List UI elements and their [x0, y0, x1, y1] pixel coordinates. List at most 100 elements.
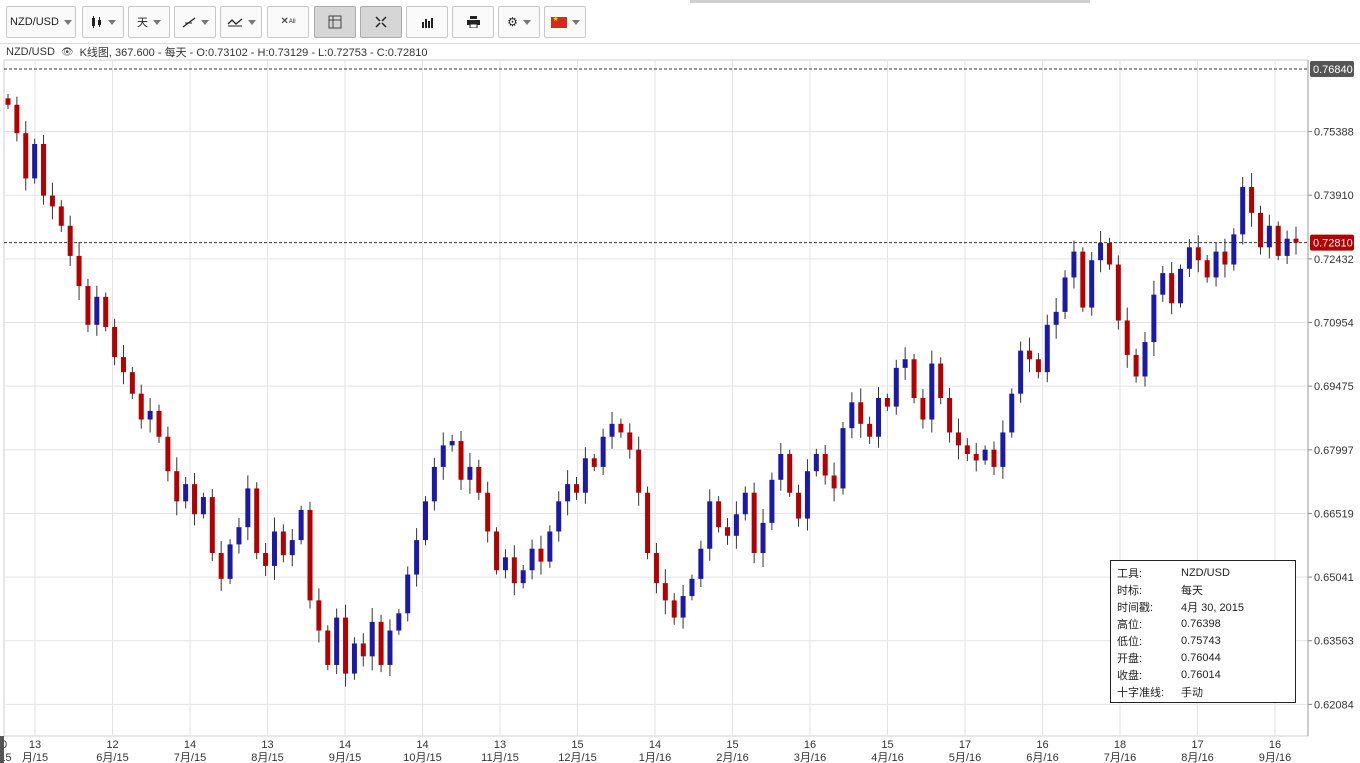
- draw-tool-button[interactable]: [174, 6, 216, 38]
- x-day-label: 13: [29, 739, 41, 751]
- candle: [316, 588, 322, 643]
- candle-body: [1115, 264, 1121, 321]
- x-month-label: 1月/16: [639, 752, 671, 763]
- candle-body: [1089, 260, 1095, 308]
- fullscreen-button[interactable]: [360, 6, 402, 38]
- candle: [422, 496, 428, 546]
- candle: [129, 366, 135, 399]
- candle: [1053, 297, 1059, 339]
- candle-body: [902, 359, 908, 368]
- candle: [742, 486, 748, 521]
- candle: [565, 470, 571, 516]
- candle-body: [156, 410, 162, 437]
- y-tick-label: 0.75388: [1314, 127, 1354, 139]
- candle-body: [485, 492, 491, 532]
- candle-body: [245, 488, 251, 528]
- candle-body: [1062, 277, 1068, 312]
- candle: [1098, 230, 1104, 273]
- candle-body: [209, 497, 215, 554]
- candle: [156, 404, 162, 443]
- candle-body: [884, 398, 890, 407]
- candle: [1249, 173, 1255, 227]
- candle: [218, 540, 224, 591]
- candle-body: [929, 363, 935, 420]
- candle: [1151, 280, 1157, 356]
- candle: [147, 397, 153, 433]
- candle: [1133, 348, 1139, 383]
- candle: [538, 535, 544, 575]
- candle-body: [840, 428, 846, 489]
- candle: [964, 438, 970, 462]
- candle: [653, 542, 659, 594]
- x-month-label: 10月/15: [403, 752, 442, 763]
- eye-icon[interactable]: 👁: [60, 46, 74, 58]
- candle-body: [1257, 212, 1263, 248]
- clear-all-icon: ✕ All: [280, 16, 296, 27]
- candles: [5, 94, 1299, 687]
- info-symbol: NZD/USD: [6, 46, 55, 58]
- candle-body: [787, 453, 793, 493]
- candle: [991, 441, 997, 476]
- legend-value: 每天: [1181, 584, 1203, 597]
- chart-type-button[interactable]: [82, 6, 124, 38]
- candle-body: [414, 540, 420, 575]
- x-month-label: 2月/16: [716, 752, 748, 763]
- candle: [671, 593, 677, 625]
- candle: [529, 539, 535, 580]
- language-button[interactable]: [544, 6, 586, 38]
- candle: [263, 542, 269, 576]
- settings-icon: ⚙: [507, 15, 518, 29]
- candle: [840, 421, 846, 495]
- candle-body: [973, 453, 979, 461]
- print-button[interactable]: [452, 6, 494, 38]
- candle-body: [280, 531, 286, 556]
- candle: [1115, 255, 1121, 330]
- x-month-label: 8月/16: [1181, 752, 1213, 763]
- chevron-down-icon: [522, 19, 531, 25]
- candle: [1213, 242, 1219, 287]
- symbol-select[interactable]: NZD/USD: [6, 6, 76, 38]
- window-top-tab: [690, 0, 1090, 3]
- candle: [947, 387, 953, 443]
- grid-toggle-button[interactable]: [314, 6, 356, 38]
- candle-body: [804, 471, 810, 519]
- y-tick-label: 0.73910: [1314, 190, 1354, 202]
- candle: [884, 393, 890, 411]
- x-day-label: 16: [1269, 739, 1281, 751]
- clear-all-button[interactable]: ✕ All: [267, 6, 309, 38]
- candle: [351, 637, 357, 680]
- candle-body: [405, 574, 411, 614]
- x-month-label: /15: [0, 752, 12, 763]
- indicator-button[interactable]: [220, 6, 262, 38]
- settings-button[interactable]: ⚙: [498, 6, 540, 38]
- candle: [414, 528, 420, 587]
- candle: [787, 449, 793, 497]
- candle-body: [1009, 393, 1015, 433]
- chart-toolbar: NZD/USD 天 ✕ All: [0, 0, 1360, 44]
- candle: [831, 462, 837, 502]
- candle-body: [254, 488, 260, 554]
- candle: [769, 472, 775, 531]
- candle-body: [1133, 354, 1139, 377]
- candle-body: [307, 509, 313, 601]
- candle: [911, 354, 917, 404]
- candle: [876, 386, 882, 448]
- candle: [227, 539, 233, 585]
- candle: [502, 549, 508, 579]
- legend-row: 时标: 每天: [1117, 581, 1289, 598]
- candle: [582, 447, 588, 504]
- candle-body: [769, 479, 775, 523]
- volume-button[interactable]: [406, 6, 448, 38]
- legend-row: 收盘: 0.76014: [1117, 666, 1289, 683]
- candle: [1089, 252, 1095, 316]
- timeframe-select[interactable]: 天: [128, 6, 170, 38]
- candle: [1195, 235, 1201, 273]
- candlestick-icon: [91, 16, 103, 28]
- candle-body: [964, 445, 970, 454]
- candle-body: [271, 531, 277, 566]
- candle-body: [831, 475, 837, 489]
- last-price-label: 0.72810: [1313, 238, 1353, 250]
- candle: [902, 347, 908, 380]
- candle-body: [1124, 320, 1130, 355]
